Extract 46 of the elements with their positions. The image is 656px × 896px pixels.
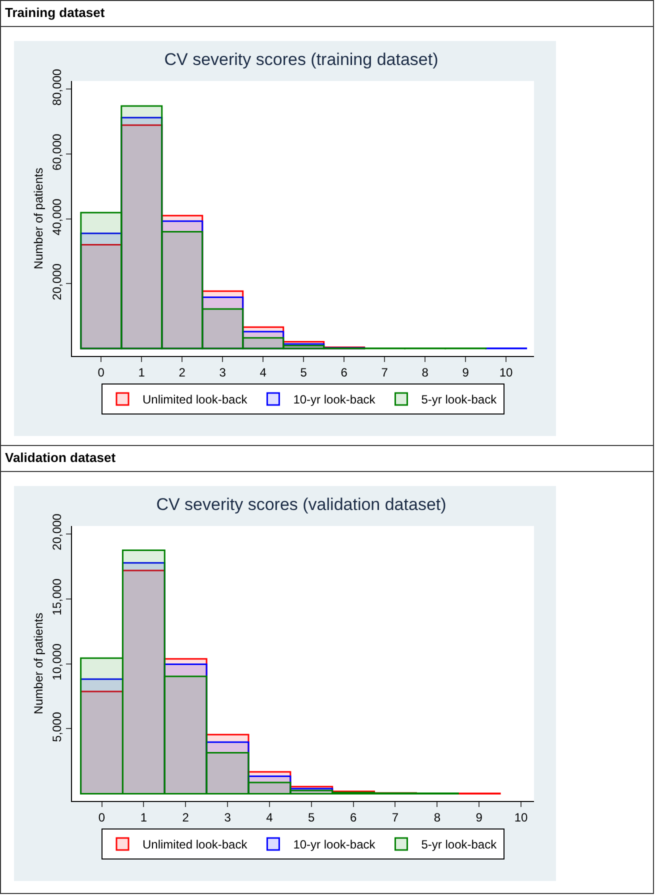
x-tick-label: 9 [462,365,470,380]
legend-label: 5-yr look-back [421,838,498,852]
x-tick-label: 6 [340,365,348,380]
legend-label: Unlimited look-back [142,392,248,407]
bar [80,212,122,350]
x-tick-label: 10 [499,365,514,380]
y-tick-label: 10,000 [50,643,64,680]
bar [206,752,250,794]
x-tick-label: 8 [434,810,441,824]
y-tick-label: 15,000 [50,578,64,616]
y-tick-label: 20,000 [50,513,64,550]
y-axis-title: Number of patients [32,612,46,714]
y-tick-label: 60,000 [50,133,64,171]
bar [202,308,244,350]
x-tick-label: 7 [392,810,399,824]
x-tick-label: 1 [140,810,148,824]
text: Training dataset [1,1,653,27]
y-tick-label: 20,000 [50,263,64,300]
x-tick-label: 0 [98,810,106,824]
x-tick-label: 0 [98,365,105,380]
legend-label: Unlimited look-back [142,838,248,852]
y-axis-title: Number of patients [32,168,46,270]
x-tick-label: 10 [514,810,528,824]
x-tick-label: 5 [308,810,316,824]
legend-label: 10-yr look-back [293,392,376,407]
text: Validation dataset [1,446,653,472]
y-tick-label: 40,000 [50,198,64,236]
x-tick-label: 7 [381,365,388,380]
x-tick-label: 6 [350,810,357,824]
x-tick-label: 9 [476,810,483,824]
x-tick-label: 2 [178,365,186,380]
chart-title: CV severity scores (validation dataset) [156,494,446,514]
x-tick-label: 4 [266,810,274,824]
legend-label: 5-yr look-back [421,392,498,407]
chart-title: CV severity scores (training dataset) [164,50,438,69]
x-tick-label: 4 [260,365,267,380]
x-tick-label: 3 [219,365,226,380]
y-tick-label: 80,000 [50,68,64,106]
x-tick-label: 3 [224,810,232,824]
x-tick-label: 1 [138,365,146,380]
x-tick-label: 5 [300,365,308,380]
legend-label: 10-yr look-back [293,838,376,852]
x-tick-label: 8 [422,365,429,380]
x-tick-label: 2 [182,810,190,824]
y-tick-label: 5,000 [50,712,64,742]
bar [80,657,124,794]
